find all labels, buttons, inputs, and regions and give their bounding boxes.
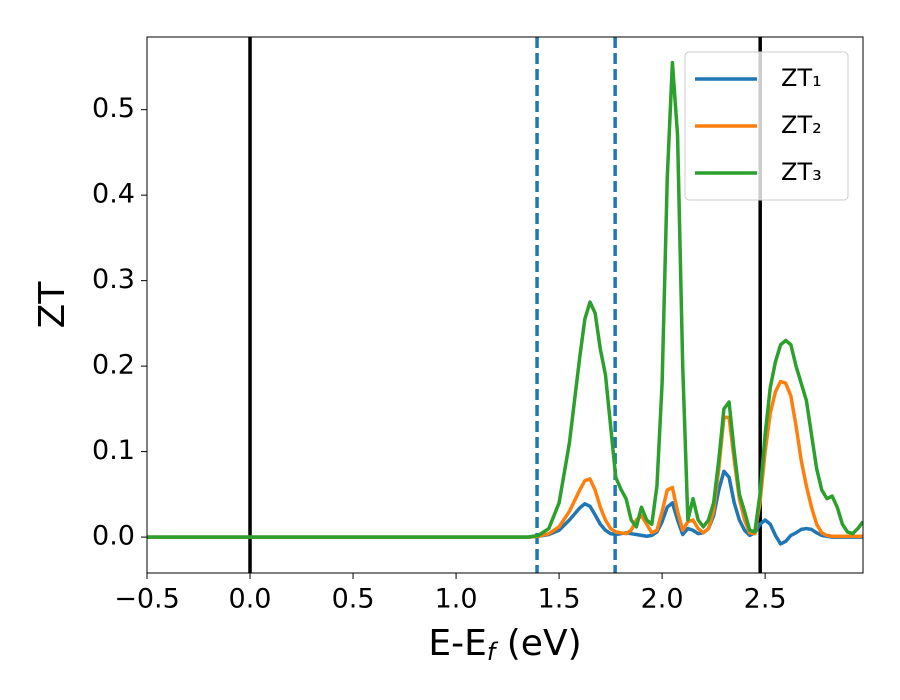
legend-label: ZT₃ xyxy=(781,158,822,186)
x-tick-label: 0.0 xyxy=(229,584,272,615)
y-tick-label: 0.3 xyxy=(92,264,135,295)
series-line xyxy=(147,469,863,546)
plot-frame xyxy=(146,36,864,574)
y-tick-label: 0.1 xyxy=(92,435,135,466)
y-tick-label: 0.4 xyxy=(92,179,135,210)
x-tick-label: 2.5 xyxy=(744,584,787,615)
legend-label: ZT₂ xyxy=(781,111,822,139)
x-label-part: (eV) xyxy=(495,623,581,664)
legend-label: ZT₁ xyxy=(781,64,822,92)
x-axis-label: E-Ef (eV) xyxy=(428,623,581,666)
y-tick-label: 0.0 xyxy=(92,521,135,552)
legend-box xyxy=(684,51,849,201)
y-axis-label: ZT xyxy=(32,281,73,329)
y-tick-label: 0.5 xyxy=(92,93,135,124)
series-line xyxy=(147,379,863,539)
x-tick-label: 2.0 xyxy=(641,584,684,615)
legend: ZT₁ ZT₂ ZT₃ xyxy=(684,51,849,201)
y-tick-label: 0.2 xyxy=(92,350,135,381)
series-line xyxy=(147,60,863,539)
x-tick-label: 0.5 xyxy=(332,584,375,615)
x-label-part: E-E xyxy=(428,623,486,664)
x-tick-label: 1.5 xyxy=(538,584,581,615)
x-tick-label: 1.0 xyxy=(435,584,478,615)
x-tick-label: −0.5 xyxy=(114,584,180,615)
